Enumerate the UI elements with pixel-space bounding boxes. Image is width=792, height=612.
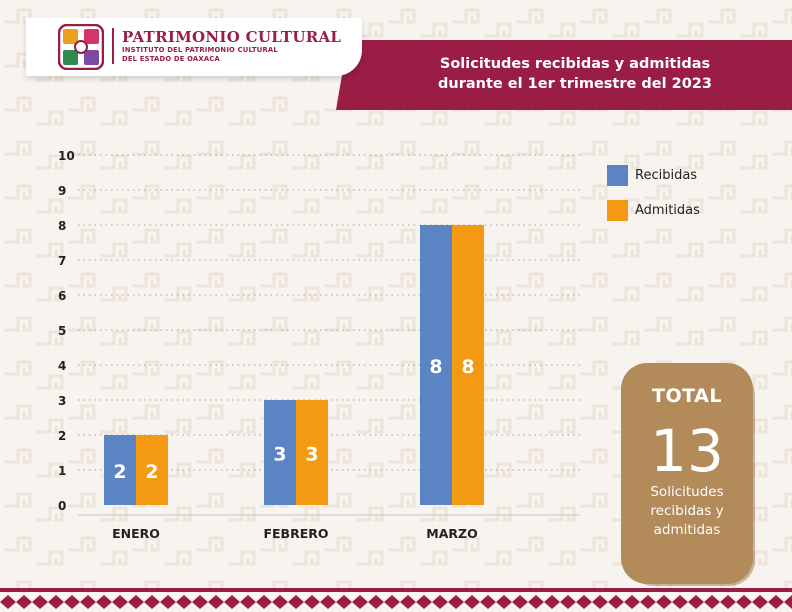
border-diamond <box>16 595 32 609</box>
legend-label-recibidas: Recibidas <box>635 168 698 183</box>
border-diamond <box>368 595 384 609</box>
border-diamond <box>560 595 576 609</box>
y-tick-label: 9 <box>58 184 66 198</box>
border-diamond <box>672 595 688 609</box>
report-title-line2: durante el 1er trimestre del 2023 <box>438 76 712 92</box>
y-tick-label: 1 <box>58 464 66 478</box>
logo-divider <box>112 28 114 64</box>
border-diamond <box>416 595 432 609</box>
border-diamond <box>448 595 464 609</box>
border-diamond <box>624 595 640 609</box>
bar-admitidas-enero <box>136 435 168 505</box>
border-diamond <box>384 595 400 609</box>
y-tick-label: 5 <box>58 324 66 338</box>
bar-recibidas-marzo <box>420 225 452 505</box>
x-tick-label: ENERO <box>112 526 160 541</box>
data-label: 8 <box>461 356 474 378</box>
legend-label-admitidas: Admitidas <box>635 203 700 218</box>
total-value: 13 <box>650 417 724 485</box>
bar-admitidas-febrero <box>296 400 328 505</box>
header-band <box>336 40 792 110</box>
data-label: 2 <box>113 461 126 483</box>
data-label: 2 <box>145 461 158 483</box>
y-tick-label: 8 <box>58 219 66 233</box>
border-diamond <box>528 595 544 609</box>
border-diamond <box>112 595 128 609</box>
total-description: Solicitudes recibidas y admitidas <box>650 484 724 538</box>
data-label: 8 <box>429 356 442 378</box>
report-title: Solicitudes recibidas y admitidas durant… <box>360 54 790 94</box>
total-card: TOTAL 13 Solicitudes recibidas y admitid… <box>621 363 753 584</box>
border-diamond <box>496 595 512 609</box>
legend-swatch-recibidas <box>607 165 628 186</box>
y-tick-label: 10 <box>58 149 75 163</box>
border-diamond <box>160 595 176 609</box>
y-tick-label: 7 <box>58 254 66 268</box>
border-diamond <box>480 595 496 609</box>
border-diamond <box>0 595 16 609</box>
border-diamond <box>304 595 320 609</box>
border-diamond <box>192 595 208 609</box>
org-subtitle-line2: DEL ESTADO DE OAXACA <box>122 55 220 63</box>
data-label: 3 <box>305 444 318 466</box>
border-diamond <box>48 595 64 609</box>
border-diamond <box>352 595 368 609</box>
border-diamond <box>576 595 592 609</box>
bar-recibidas-febrero <box>264 400 296 505</box>
border-diamond <box>336 595 352 609</box>
patrimonio-logo-icon <box>58 24 104 70</box>
border-diamond <box>80 595 96 609</box>
y-tick-label: 3 <box>58 394 66 408</box>
y-tick-label: 2 <box>58 429 66 443</box>
border-diamond <box>720 595 736 609</box>
x-tick-label: FEBRERO <box>263 526 328 541</box>
border-diamond <box>96 595 112 609</box>
border-diamond <box>592 595 608 609</box>
report-title-line1: Solicitudes recibidas y admitidas <box>439 56 711 72</box>
y-tick-label: 4 <box>58 359 66 373</box>
x-tick-label: MARZO <box>426 526 477 541</box>
org-subtitle: INSTITUTO DEL PATRIMONIO CULTURAL DEL ES… <box>122 46 278 64</box>
bottom-pattern-border <box>0 588 792 612</box>
legend-swatch-admitidas <box>607 200 628 221</box>
border-diamond <box>256 595 272 609</box>
y-tick-label: 0 <box>58 499 66 513</box>
border-diamond <box>208 595 224 609</box>
border-diamond <box>768 595 784 609</box>
border-diamond <box>176 595 192 609</box>
border-diamond <box>400 595 416 609</box>
bar-recibidas-enero <box>104 435 136 505</box>
bar-admitidas-marzo <box>452 225 484 505</box>
border-diamond <box>688 595 704 609</box>
border-diamond <box>64 595 80 609</box>
border-diamond <box>240 595 256 609</box>
org-name: PATRIMONIO CULTURAL <box>122 28 342 46</box>
border-diamond <box>752 595 768 609</box>
data-label: 3 <box>273 444 286 466</box>
y-tick-label: 6 <box>58 289 66 303</box>
border-diamond <box>272 595 288 609</box>
border-diamond <box>640 595 656 609</box>
border-diamond <box>320 595 336 609</box>
org-subtitle-line1: INSTITUTO DEL PATRIMONIO CULTURAL <box>122 46 278 54</box>
border-diamond <box>464 595 480 609</box>
border-diamond <box>288 595 304 609</box>
border-diamond <box>224 595 240 609</box>
border-diamond <box>544 595 560 609</box>
border-diamond <box>512 595 528 609</box>
border-diamond <box>736 595 752 609</box>
border-diamond <box>704 595 720 609</box>
border-diamond <box>784 595 792 609</box>
border-diamond <box>32 595 48 609</box>
total-label: TOTAL <box>652 385 722 407</box>
border-diamond <box>656 595 672 609</box>
border-diamond <box>608 595 624 609</box>
border-diamond <box>144 595 160 609</box>
border-diamond <box>432 595 448 609</box>
border-diamond <box>128 595 144 609</box>
